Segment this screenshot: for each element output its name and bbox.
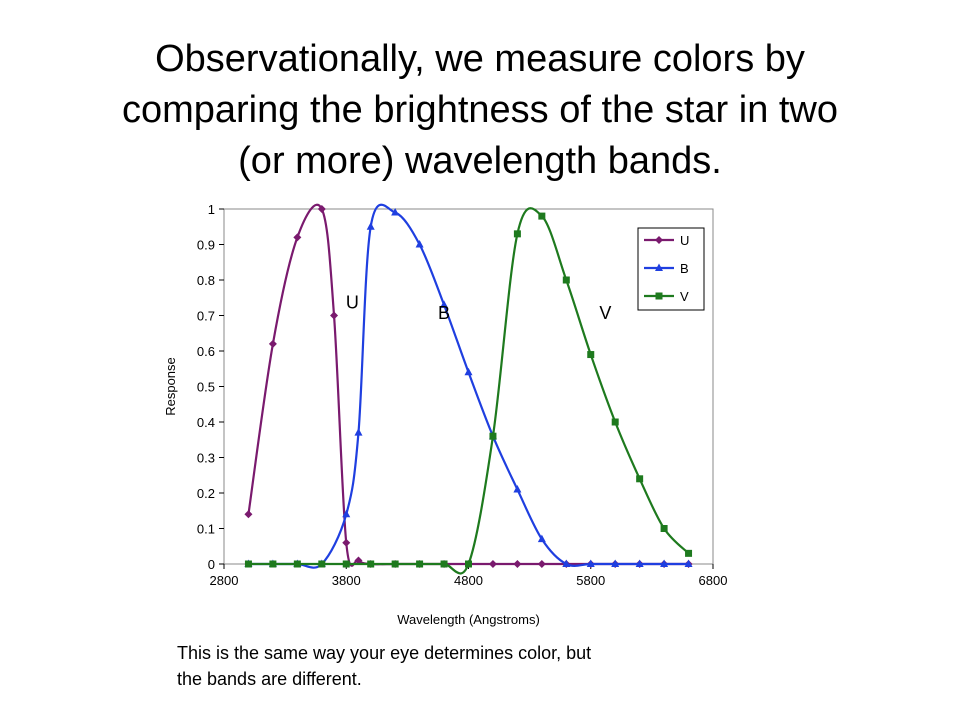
data-point-v — [416, 560, 424, 568]
y-tick-label: 0.6 — [197, 344, 215, 359]
response-chart: 0 0.1 0.2 0.3 0.4 0.5 0.6 0.7 0.8 0.9 1 2800 3800 480… — [163, 202, 728, 627]
band-annotation: V — [599, 303, 611, 323]
y-tick-label: 1 — [208, 202, 215, 217]
y-tick-label: 0.4 — [197, 415, 215, 430]
data-point-v — [660, 525, 668, 532]
slide-title: Observationally, we measure colors by co… — [40, 34, 920, 187]
data-point-b — [635, 559, 644, 567]
data-point-v — [342, 560, 350, 568]
y-tick-label: 0.1 — [197, 522, 215, 537]
data-point-b — [562, 559, 571, 567]
y-axis-label: Response — [163, 357, 178, 416]
data-point-v — [513, 230, 521, 238]
data-point-u — [537, 560, 546, 568]
data-point-v — [318, 560, 326, 568]
data-point-v — [293, 560, 301, 568]
data-point-v — [489, 432, 497, 440]
x-tick-label: 5800 — [576, 573, 605, 588]
data-point-v — [367, 560, 375, 568]
y-tick-label: 0.8 — [197, 273, 215, 288]
caption-line: This is the same way your eye determines… — [177, 643, 592, 663]
data-point-b — [342, 509, 351, 518]
y-tick-label: 0.5 — [197, 380, 215, 395]
data-point-u — [268, 339, 277, 348]
legend-marker-b — [655, 263, 663, 271]
legend-label-v: V — [680, 289, 689, 304]
data-point-v — [587, 351, 595, 359]
data-point-b — [684, 559, 693, 567]
data-point-u — [513, 560, 522, 568]
data-point-v — [440, 560, 448, 568]
caption-line: the bands are different. — [177, 669, 362, 689]
band-annotation: B — [438, 303, 450, 323]
data-point-u — [293, 233, 302, 242]
data-point-v — [685, 549, 693, 557]
data-point-v — [562, 276, 570, 284]
slide-title-line: comparing the brightness of the star in … — [121, 89, 839, 131]
x-tick-label: 6800 — [699, 573, 728, 588]
legend-marker-u — [655, 236, 663, 244]
data-point-b — [611, 559, 620, 567]
series-line-u — [247, 203, 689, 567]
data-point-b — [660, 559, 669, 567]
x-tick-label: 3800 — [332, 573, 361, 588]
data-point-b — [464, 367, 473, 376]
data-point-b — [586, 559, 595, 567]
data-point-b — [415, 240, 424, 248]
slide-title-line: Observationally, we measure colors by — [155, 38, 805, 80]
data-point-b — [537, 534, 546, 543]
data-point-b — [391, 208, 400, 216]
data-point-b — [366, 222, 375, 230]
slide-caption: This is the same way your eye determines… — [177, 640, 777, 692]
data-point-v — [611, 418, 619, 426]
slide-title-line: (or more) wavelength bands. — [238, 140, 722, 182]
data-point-u — [330, 311, 339, 320]
data-point-v — [391, 560, 399, 568]
legend-label-u: U — [680, 233, 689, 248]
data-point-v — [538, 212, 546, 220]
x-tick-label: 2800 — [210, 573, 239, 588]
legend-label-b: B — [680, 261, 689, 276]
y-tick-label: 0 — [208, 557, 215, 572]
data-point-v — [465, 560, 472, 568]
y-tick-label: 0.9 — [197, 238, 215, 253]
data-point-v — [269, 560, 277, 568]
band-annotation: U — [346, 292, 359, 312]
x-tick-label: 4800 — [454, 573, 483, 588]
data-point-b — [440, 300, 449, 308]
data-point-v — [244, 560, 252, 568]
data-point-u — [244, 510, 253, 519]
y-tick-label: 0.3 — [197, 451, 215, 466]
data-point-v — [636, 475, 644, 483]
data-point-u — [342, 538, 351, 547]
series-line-b — [248, 203, 689, 569]
series-line-v — [248, 207, 690, 575]
data-point-b — [354, 428, 363, 436]
y-tick-label: 0.7 — [197, 309, 215, 324]
y-tick-label: 0.2 — [197, 486, 215, 501]
legend-marker-v — [655, 292, 663, 300]
data-point-u — [354, 556, 363, 565]
data-point-u — [488, 560, 497, 568]
data-point-b — [513, 484, 522, 493]
x-axis-label: Wavelength (Angstroms) — [397, 612, 540, 627]
data-point-u — [317, 205, 326, 213]
